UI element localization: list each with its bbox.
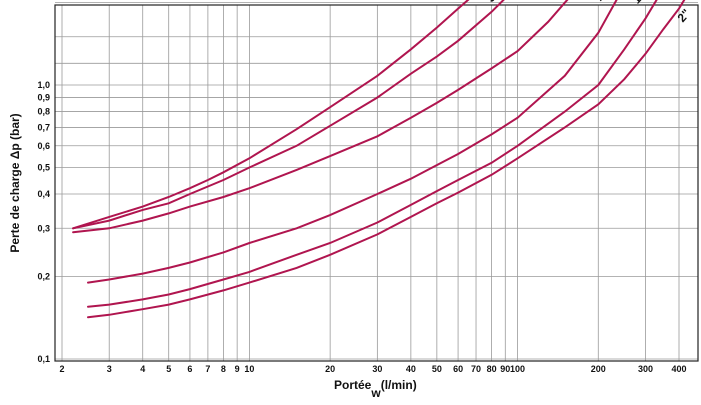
x-tick-label: 400 <box>671 364 686 374</box>
x-axis-title-unit: (l/min) <box>381 378 417 392</box>
series-line <box>87 0 618 284</box>
x-tick-label: 8 <box>221 364 226 374</box>
x-tick-label: 6 <box>187 364 192 374</box>
y-tick-label: 0,7 <box>37 122 50 132</box>
x-axis-title-sub: w <box>370 386 381 400</box>
x-tick-label: 40 <box>406 364 416 374</box>
x-tick-label: 100 <box>510 364 525 374</box>
x-tick-label: 200 <box>591 364 606 374</box>
series-line <box>72 0 569 234</box>
y-tick-label: 0,6 <box>37 141 50 151</box>
y-tick-label: 0,5 <box>37 162 50 172</box>
x-tick-label: 80 <box>487 364 497 374</box>
y-tick-label: 0,8 <box>37 107 50 117</box>
y-tick-label: 1,0 <box>37 80 50 90</box>
series-line <box>72 0 470 230</box>
plot-frame <box>54 4 699 362</box>
x-tick-label: 4 <box>140 364 145 374</box>
x-tick-label: 5 <box>166 364 171 374</box>
x-tick-label: 90 <box>500 364 510 374</box>
x-tick-label: 7 <box>205 364 210 374</box>
y-tick-label: 0,3 <box>37 223 50 233</box>
x-tick-label: 50 <box>432 364 442 374</box>
x-tick-label: 70 <box>471 364 481 374</box>
curves <box>72 0 686 319</box>
tick-labels: 2 3 4 5 6 7 8 9 10 20 30 40 50 60 70 80 90 100 200 300 400 0,… <box>37 80 686 374</box>
x-axis-title: Portéew(l/min) <box>334 378 417 400</box>
y-tick-label: 0,9 <box>37 93 50 103</box>
series-label: 1"1/4 <box>592 0 622 4</box>
x-tick-label: 300 <box>638 364 653 374</box>
x-tick-label: 10 <box>244 364 254 374</box>
x-tick-label: 9 <box>235 364 240 374</box>
y-axis-title: Perte de charge Δp (bar) <box>8 113 22 252</box>
series-label: 2" <box>675 6 694 25</box>
x-tick-label: 60 <box>453 364 463 374</box>
x-tick-label: 30 <box>372 364 382 374</box>
series-line <box>87 0 686 319</box>
y-tick-label: 0,2 <box>37 272 50 282</box>
y-tick-label: 0,4 <box>37 189 50 199</box>
x-axis-title-main: Portée <box>334 378 372 392</box>
x-tick-label: 3 <box>107 364 112 374</box>
series-label: 1" <box>547 0 566 1</box>
series-line <box>72 0 505 230</box>
series-line <box>87 0 658 308</box>
x-tick-label: 20 <box>325 364 335 374</box>
y-tick-label: 0,1 <box>37 354 50 364</box>
x-tick-label: 2 <box>59 364 64 374</box>
